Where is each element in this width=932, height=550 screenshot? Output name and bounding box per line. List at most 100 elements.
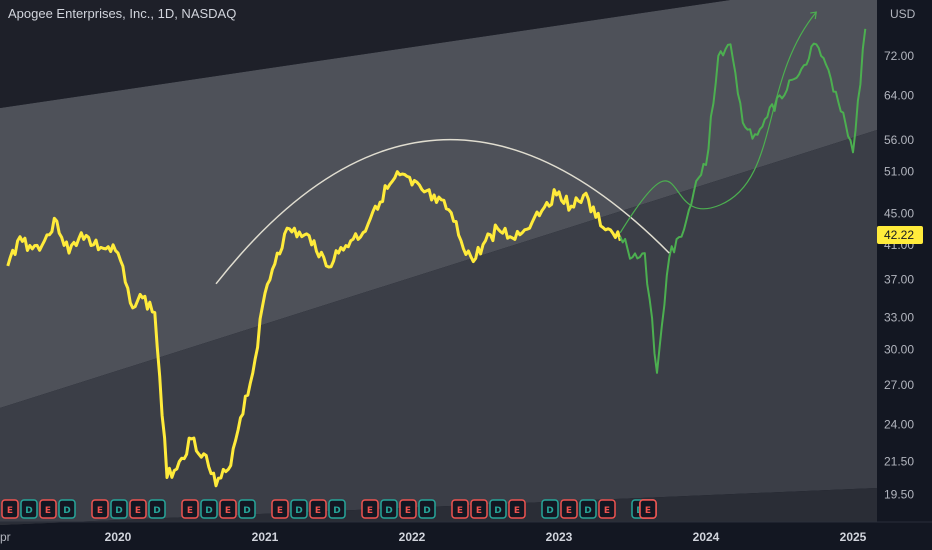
data-point[interactable] (19, 236, 21, 238)
data-point[interactable] (840, 110, 842, 112)
regression-channel[interactable] (0, 0, 932, 525)
data-point[interactable] (411, 184, 413, 186)
data-point[interactable] (435, 201, 437, 203)
data-point[interactable] (92, 244, 94, 246)
data-point[interactable] (239, 417, 241, 419)
data-point[interactable] (864, 28, 866, 30)
data-point[interactable] (852, 151, 854, 153)
data-point[interactable] (778, 94, 780, 96)
data-point[interactable] (766, 116, 768, 118)
dividend-marker[interactable]: D (238, 499, 256, 519)
data-point[interactable] (509, 236, 511, 238)
data-point[interactable] (693, 191, 695, 193)
earnings-marker[interactable]: E (508, 499, 526, 519)
data-point[interactable] (546, 201, 548, 203)
data-point[interactable] (472, 260, 474, 262)
data-point[interactable] (117, 252, 119, 254)
data-point[interactable] (215, 485, 217, 487)
data-point[interactable] (399, 174, 401, 176)
dividend-marker[interactable]: D (489, 499, 507, 519)
data-point[interactable] (190, 438, 192, 440)
dividend-marker[interactable]: D (200, 499, 218, 519)
earnings-marker[interactable]: E (1, 499, 19, 519)
dividend-marker[interactable]: D (290, 499, 308, 519)
data-point[interactable] (619, 236, 621, 238)
data-point[interactable] (644, 252, 646, 254)
data-point[interactable] (129, 302, 131, 304)
data-point[interactable] (791, 79, 793, 81)
data-point[interactable] (656, 372, 658, 374)
data-point[interactable] (423, 191, 425, 193)
channel-lower-band[interactable] (0, 130, 877, 525)
data-point[interactable] (705, 164, 707, 166)
data-point[interactable] (827, 69, 829, 71)
data-point[interactable] (178, 460, 180, 462)
data-point[interactable] (362, 232, 364, 234)
data-point[interactable] (815, 43, 817, 45)
data-point[interactable] (141, 297, 143, 299)
earnings-marker[interactable]: E (598, 499, 616, 519)
dividend-marker[interactable]: D (380, 499, 398, 519)
data-point[interactable] (754, 133, 756, 135)
data-point[interactable] (680, 236, 682, 238)
earnings-marker[interactable]: E (560, 499, 578, 519)
data-point[interactable] (570, 205, 572, 207)
data-point[interactable] (668, 256, 670, 258)
earnings-marker[interactable]: E (639, 499, 657, 519)
data-point[interactable] (7, 265, 9, 267)
data-point[interactable] (582, 194, 584, 196)
data-point[interactable] (301, 236, 303, 238)
series-line-1[interactable] (6, 170, 622, 488)
data-point[interactable] (386, 187, 388, 189)
data-point[interactable] (484, 240, 486, 242)
data-point[interactable] (105, 248, 107, 250)
data-point[interactable] (803, 64, 805, 66)
data-point[interactable] (533, 216, 535, 218)
data-point[interactable] (729, 43, 731, 45)
data-point[interactable] (154, 311, 156, 313)
data-point[interactable] (742, 121, 744, 123)
data-point[interactable] (350, 240, 352, 242)
earnings-marker[interactable]: E (181, 499, 199, 519)
data-point[interactable] (717, 55, 719, 57)
earnings-marker[interactable]: E (129, 499, 147, 519)
data-point[interactable] (521, 232, 523, 234)
data-point[interactable] (288, 228, 290, 230)
dividend-marker[interactable]: D (20, 499, 38, 519)
earnings-marker[interactable]: E (219, 499, 237, 519)
data-point[interactable] (68, 252, 70, 254)
data-point[interactable] (56, 220, 58, 222)
earnings-marker[interactable]: E (309, 499, 327, 519)
data-point[interactable] (313, 240, 315, 242)
event-markers[interactable]: EDEDEDEDEDEDEDEDEDEDEEDEDEDEDEDEE (1, 499, 657, 519)
data-point[interactable] (595, 216, 597, 218)
series-line-2[interactable] (619, 28, 867, 374)
data-point[interactable] (607, 228, 609, 230)
earnings-marker[interactable]: E (399, 499, 417, 519)
data-point[interactable] (203, 453, 205, 455)
channel-middle-band[interactable] (0, 0, 877, 408)
earnings-marker[interactable]: E (91, 499, 109, 519)
earnings-marker[interactable]: E (451, 499, 469, 519)
dividend-marker[interactable]: D (148, 499, 166, 519)
data-point[interactable] (631, 256, 633, 258)
earnings-marker[interactable]: E (361, 499, 379, 519)
data-point[interactable] (497, 228, 499, 230)
data-point[interactable] (337, 252, 339, 254)
data-point[interactable] (31, 248, 33, 250)
dividend-marker[interactable]: D (328, 499, 346, 519)
dividend-marker[interactable]: D (110, 499, 128, 519)
data-point[interactable] (276, 252, 278, 254)
data-point[interactable] (264, 292, 266, 294)
data-point[interactable] (448, 209, 450, 211)
earnings-marker[interactable]: E (39, 499, 57, 519)
data-point[interactable] (460, 240, 462, 242)
earnings-marker[interactable]: E (470, 499, 488, 519)
dividend-marker[interactable]: D (418, 499, 436, 519)
data-point[interactable] (80, 232, 82, 234)
data-point[interactable] (374, 205, 376, 207)
earnings-marker[interactable]: E (271, 499, 289, 519)
data-point[interactable] (558, 191, 560, 193)
data-point[interactable] (166, 476, 168, 478)
